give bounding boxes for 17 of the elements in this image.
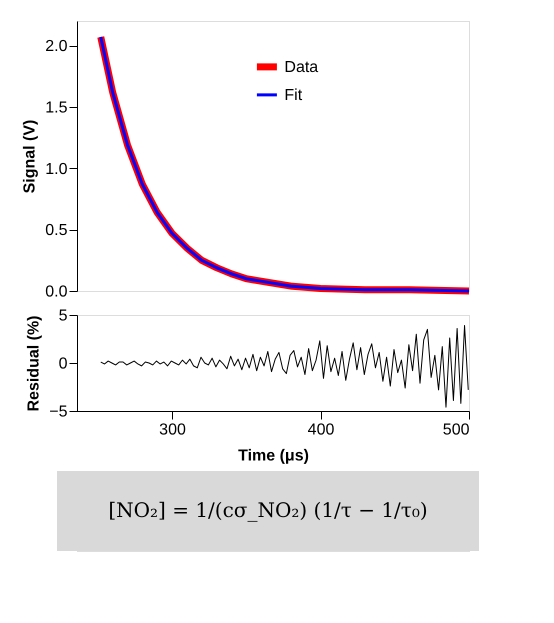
x-tick-label: 300 bbox=[159, 422, 186, 438]
legend-label: Data bbox=[284, 58, 318, 76]
y-tick-label: 1.5 bbox=[45, 99, 68, 116]
text: [NO₂] = 1/(cσ_NO₂) (1/τ − 1/τ₀) bbox=[108, 498, 428, 522]
y-tick-label: −5 bbox=[49, 404, 68, 420]
y-tick-label: 0 bbox=[58, 356, 68, 372]
y-tick-label: 2.0 bbox=[45, 38, 68, 56]
x-tick-label: 400 bbox=[308, 422, 334, 438]
x-tick-label: 500 bbox=[442, 422, 470, 438]
y-tick-label: 1.0 bbox=[45, 160, 68, 178]
x-axis-title: Time (μs) bbox=[238, 448, 309, 464]
y-tick-label: 0.5 bbox=[45, 222, 68, 240]
legend-label: Fit bbox=[284, 86, 303, 104]
y-axis-title: Signal (V) bbox=[21, 120, 38, 194]
y-axis-title: Residual (%) bbox=[25, 315, 42, 412]
y-tick-label: 0.0 bbox=[45, 284, 68, 300]
y-tick-label: 5 bbox=[58, 308, 68, 324]
